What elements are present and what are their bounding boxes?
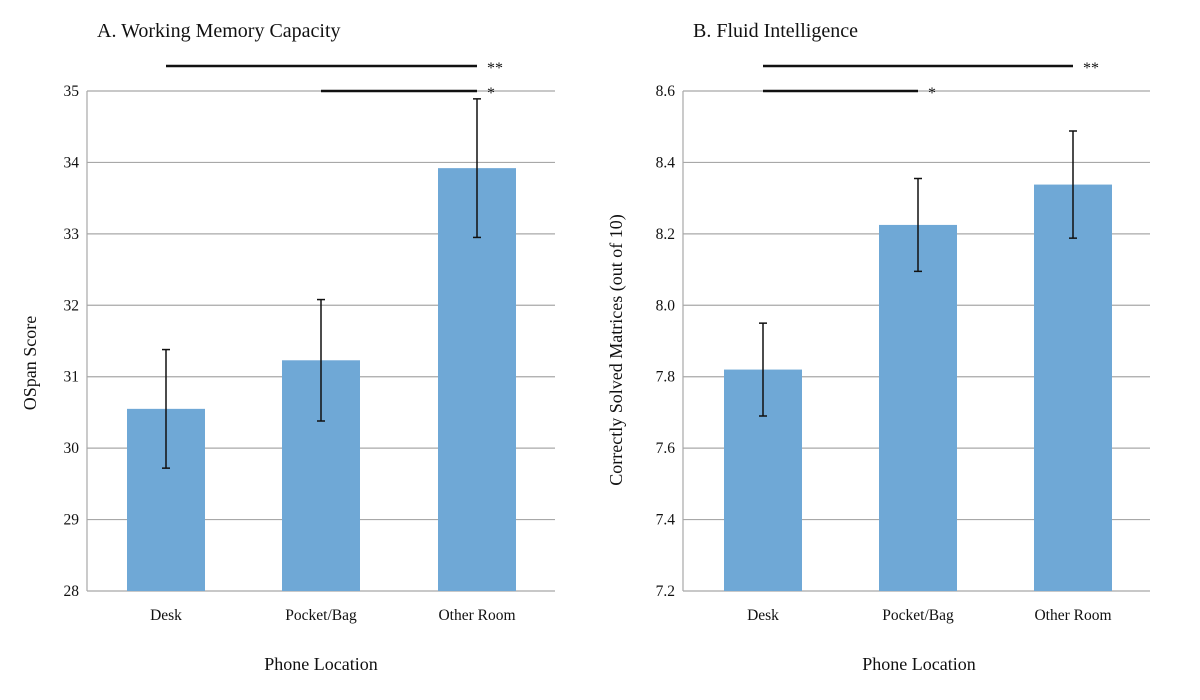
- y-axis-label: OSpan Score: [20, 316, 40, 410]
- y-tick-label: 7.2: [656, 583, 675, 600]
- x-tick-label: Pocket/Bag: [285, 607, 357, 624]
- x-axis-label: Phone Location: [862, 654, 975, 674]
- x-tick-label: Other Room: [438, 607, 515, 624]
- chart-panel-a: A. Working Memory Capacity OSpan Score P…: [20, 20, 555, 674]
- y-tick-label: 34: [64, 154, 80, 171]
- y-tick-label: 35: [64, 83, 80, 100]
- x-tick-label: Desk: [150, 607, 182, 624]
- y-tick-label: 7.8: [656, 369, 676, 386]
- y-tick-label: 33: [64, 226, 80, 243]
- significance-label: *: [928, 85, 936, 102]
- chart-panel-b: B. Fluid Intelligence Correctly Solved M…: [606, 20, 1150, 674]
- x-axis-label: Phone Location: [264, 654, 377, 674]
- y-tick-label: 7.4: [656, 512, 676, 529]
- y-tick-label: 8.0: [656, 297, 676, 314]
- y-axis-label: Correctly Solved Matrices (out of 10): [606, 214, 627, 485]
- y-tick-label: 8.4: [656, 154, 676, 171]
- y-tick-label: 30: [64, 440, 80, 457]
- y-tick-label: 31: [64, 369, 80, 386]
- bar: [879, 224, 957, 591]
- y-tick-label: 7.6: [656, 440, 676, 457]
- significance-label: **: [1083, 60, 1099, 77]
- x-tick-label: Desk: [747, 607, 779, 624]
- chart-title: A. Working Memory Capacity: [97, 20, 341, 42]
- bar: [1034, 184, 1112, 592]
- x-tick-label: Pocket/Bag: [882, 607, 954, 624]
- x-tick-label: Other Room: [1034, 607, 1111, 624]
- significance-label: *: [487, 85, 495, 102]
- y-tick-label: 8.2: [656, 226, 675, 243]
- y-tick-label: 29: [64, 512, 80, 529]
- y-tick-label: 28: [64, 583, 80, 600]
- significance-label: **: [487, 60, 503, 77]
- chart-title: B. Fluid Intelligence: [693, 20, 858, 42]
- y-tick-label: 32: [64, 297, 80, 314]
- bar: [438, 168, 516, 591]
- y-tick-label: 8.6: [656, 83, 676, 100]
